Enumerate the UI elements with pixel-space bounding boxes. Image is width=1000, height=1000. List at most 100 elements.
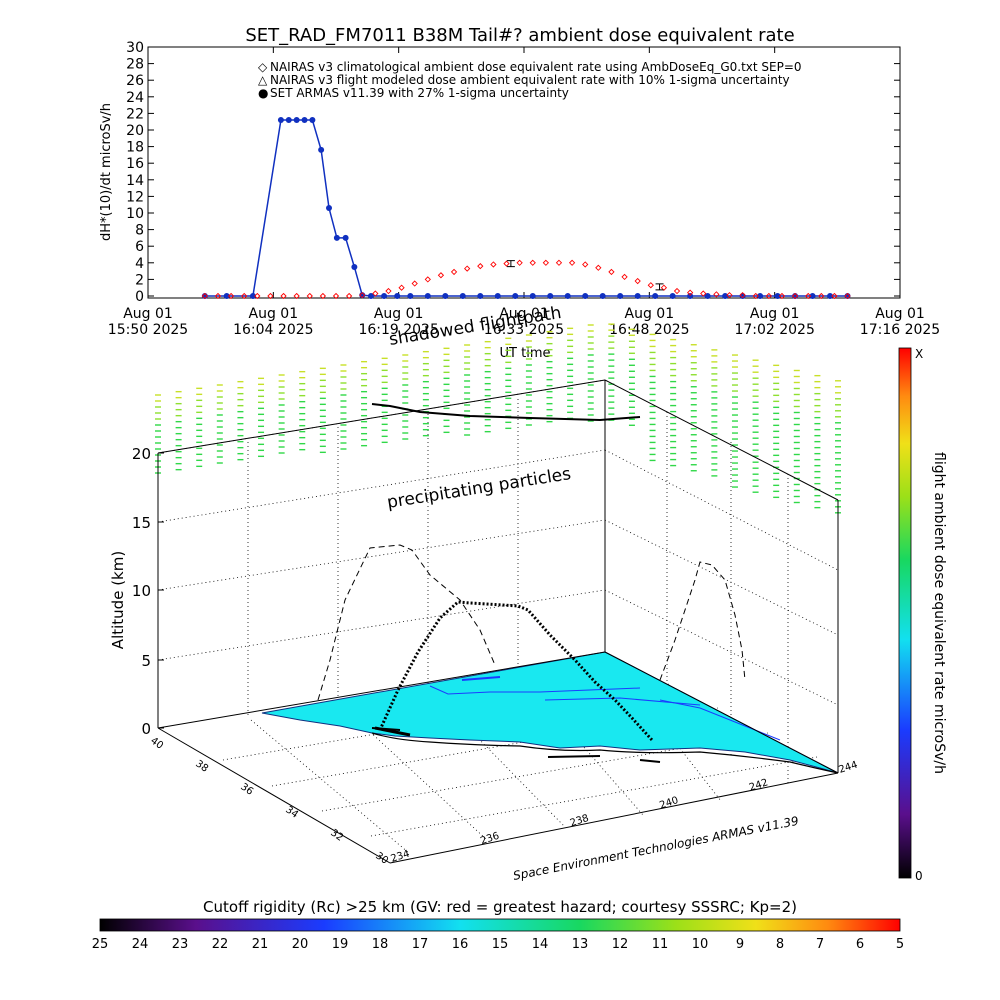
cutoff-colorbar-tick-label: 22 (212, 937, 229, 952)
armas-point (669, 293, 676, 299)
precipitating-particles-label: precipitating particles (386, 464, 573, 513)
altitude-tick-label: 20 (132, 445, 151, 463)
armas-line (204, 119, 848, 297)
y-tick-label: 18 (126, 140, 144, 156)
longitude-tick-label: 242 (748, 777, 770, 793)
armas-point (351, 263, 358, 270)
nairas-clim-point (726, 292, 733, 299)
cutoff-colorbar-tick-label: 23 (172, 937, 189, 952)
latitude-tick-label: 30 (373, 850, 390, 866)
armas-point (342, 234, 349, 241)
armas-point (442, 293, 449, 299)
cutoff-colorbar-tick-label: 17 (412, 937, 429, 952)
nairas-clim-point (398, 284, 405, 291)
longitude-tick-label: 240 (658, 795, 680, 811)
nairas-clim-point (503, 260, 510, 267)
cutoff-colorbar-tick-label: 20 (292, 937, 309, 952)
x-tick-time: 16:33 2025 (484, 322, 564, 338)
altitude-axis-label: Altitude (km) (109, 551, 127, 649)
cutoff-colorbar-tick-label: 11 (652, 937, 669, 952)
nairas-clim-point (739, 292, 746, 299)
nairas-clim-point (555, 259, 563, 266)
nairas-clim-point (267, 292, 274, 300)
armas-point (494, 293, 501, 299)
armas-point (529, 293, 536, 299)
y-tick-label: 2 (135, 272, 144, 288)
nairas-clim-point (450, 268, 458, 276)
x-tick-date: Aug 01 (625, 306, 675, 322)
y-tick-label: 28 (126, 57, 144, 73)
y-axis-label: dH*(10)/dt microSv/h (99, 103, 114, 241)
nairas-clim-point (332, 292, 340, 300)
nairas-clim-point (595, 264, 602, 271)
armas-point (367, 293, 374, 299)
armas-point (774, 293, 781, 299)
nairas-clim-point (673, 287, 681, 295)
nairas-flight-errorbar (506, 260, 515, 268)
x-tick-time: 16:19 2025 (358, 322, 438, 338)
armas-point (407, 293, 414, 299)
longitude-tick-label: 234 (390, 848, 412, 864)
nairas-clim-point (201, 292, 208, 300)
y-tick-label: 30 (126, 40, 144, 56)
armas-point (634, 293, 641, 299)
nairas-clim-point (529, 259, 536, 266)
dose-colorbar-title: flight ambient dose equivalent rate micr… (931, 452, 947, 774)
armas-point (582, 293, 589, 299)
dose-rate-colorbar-gradient (898, 347, 912, 879)
armas-point (249, 293, 256, 299)
x-tick-time: 15:50 2025 (108, 322, 188, 338)
latitude-tick-label: 32 (328, 827, 345, 843)
nairas-clim-point (359, 292, 366, 299)
x-tick-date: Aug 01 (249, 306, 299, 322)
armas-point (293, 117, 300, 124)
cutoff-colorbar-tick-label: 18 (372, 937, 389, 952)
armas-point (564, 293, 571, 299)
x-tick-time: 16:04 2025 (233, 322, 313, 338)
x-tick-time: 17:02 2025 (734, 322, 814, 338)
nairas-clim-point (424, 276, 431, 283)
x-tick-date: Aug 01 (374, 306, 424, 322)
cutoff-colorbar-tick-label: 16 (452, 937, 469, 952)
y-tick-label: 20 (126, 123, 144, 139)
armas-point (277, 117, 284, 124)
nairas-clim-point (765, 292, 772, 300)
nairas-clim-point (385, 287, 392, 295)
cutoff-colorbar-ticks: 25 24 23 22 21 20 19 18 17 16 15 14 13 12 11 10 9 8 7 6 5 (92, 937, 904, 952)
armas-point (326, 205, 333, 212)
armas-point (722, 293, 729, 299)
armas-point (599, 293, 606, 299)
armas-point (827, 293, 834, 299)
armas-point (704, 293, 711, 299)
cutoff-colorbar-tick-label: 13 (572, 937, 589, 952)
nairas-clim-point (345, 292, 353, 300)
nairas-clim-point (516, 259, 523, 266)
longitude-tick-label: 238 (569, 813, 591, 829)
cutoff-colorbar-gradient (99, 918, 901, 932)
nairas-clim-point (437, 272, 445, 279)
nairas-clim-point (372, 290, 379, 297)
armas-point (687, 293, 694, 299)
cutoff-colorbar-tick-label: 25 (92, 937, 109, 952)
credit-label: Space Environment Technologies ARMAS v11… (512, 814, 800, 883)
armas-point (757, 293, 764, 299)
shadowed-flightpath (374, 726, 411, 737)
dose-colorbar-bottom-label: 0 (915, 869, 923, 883)
armas-point (285, 117, 292, 124)
y-tick-label: 6 (135, 239, 144, 255)
cutoff-rigidity-surface (261, 651, 839, 774)
armas-point (809, 293, 816, 299)
x-tick-time: 16:48 2025 (609, 322, 689, 338)
cutoff-colorbar-tick-label: 10 (692, 937, 709, 952)
latitude-tick-label: 36 (238, 781, 255, 797)
cutoff-colorbar-tick-label: 12 (612, 937, 629, 952)
projection-lines (317, 544, 746, 701)
chart-title: SET_RAD_FM7011 B38M Tail#? ambient dose … (245, 25, 794, 46)
nairas-flight-errorbar (655, 283, 664, 291)
longitude-tick-label: 244 (838, 759, 860, 775)
flight-path (371, 403, 654, 742)
altitude-tick-label: 5 (141, 652, 151, 670)
